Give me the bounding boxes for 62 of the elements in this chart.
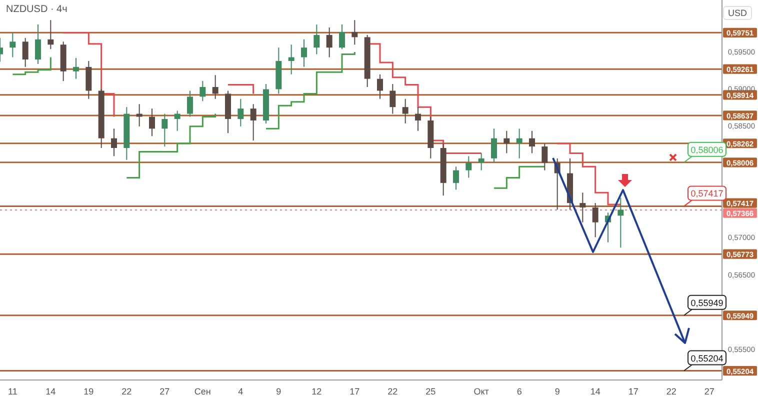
x-tick-label: 12 — [312, 386, 322, 396]
candlestick — [86, 60, 92, 100]
candlestick — [301, 38, 307, 68]
candlestick — [22, 37, 28, 68]
x-tick-label: 19 — [84, 386, 94, 396]
candlestick — [162, 113, 168, 147]
candlestick — [326, 27, 332, 58]
x-tick-label: 25 — [426, 386, 436, 396]
candlestick — [491, 128, 497, 164]
candlestick — [73, 58, 79, 80]
candlestick — [529, 130, 535, 154]
candlestick — [111, 128, 117, 157]
candlestick — [10, 32, 16, 58]
x-tick-label: 6 — [516, 386, 522, 396]
candlestick — [466, 156, 472, 178]
candlestick — [174, 110, 180, 132]
candlestick — [187, 90, 193, 118]
candlestick — [592, 202, 598, 238]
annotation: 0,55204 — [690, 353, 724, 364]
x-tick-label: 14 — [46, 386, 56, 396]
x-tick-label: 17 — [350, 386, 360, 396]
x-tick-label: 9 — [276, 386, 282, 396]
annotation: 0,58006 — [690, 144, 724, 155]
x-tick-label: 27 — [160, 386, 170, 396]
x-tick-label: Окт — [474, 386, 489, 396]
x-tick-label: 22 — [666, 386, 676, 396]
x-tick-label: 14 — [590, 386, 600, 396]
candlestick — [415, 106, 421, 132]
candlestick — [377, 74, 383, 100]
x-tick-label: 22 — [122, 386, 132, 396]
candlestick — [136, 104, 142, 127]
x-tick-label: 27 — [704, 386, 714, 396]
candlestick — [339, 24, 345, 50]
candlestick — [288, 44, 294, 75]
candlestick — [390, 84, 396, 114]
candlestick — [542, 143, 548, 171]
x-tick-label: 17 — [628, 386, 638, 396]
candlestick — [238, 98, 244, 127]
candlestick — [212, 74, 218, 100]
candlestick — [402, 98, 408, 124]
annotation: 0,55949 — [690, 298, 724, 308]
candlestick — [250, 104, 256, 142]
candlestick — [504, 130, 510, 154]
candlestick — [478, 152, 484, 171]
x-tick-label: 22 — [388, 386, 398, 396]
candlestick — [352, 20, 358, 46]
candlestick — [618, 197, 624, 248]
candlestick — [35, 24, 41, 64]
x-tick-label: 4 — [238, 386, 244, 396]
candlestick — [453, 166, 459, 190]
candlestick — [580, 192, 586, 223]
text: USD — [722, 6, 752, 20]
candlestick — [48, 20, 54, 50]
annotation: 0,57417 — [690, 188, 724, 199]
candlestick — [200, 80, 206, 102]
candlestick — [149, 108, 155, 137]
x-tick-label: 9 — [554, 386, 560, 396]
x-tick-label: 11 — [8, 386, 18, 396]
candlestick — [516, 128, 522, 159]
x-tick-label: Сен — [194, 386, 211, 396]
chart-title: NZDUSD · 4ч — [6, 4, 68, 15]
candlestick — [314, 24, 320, 55]
